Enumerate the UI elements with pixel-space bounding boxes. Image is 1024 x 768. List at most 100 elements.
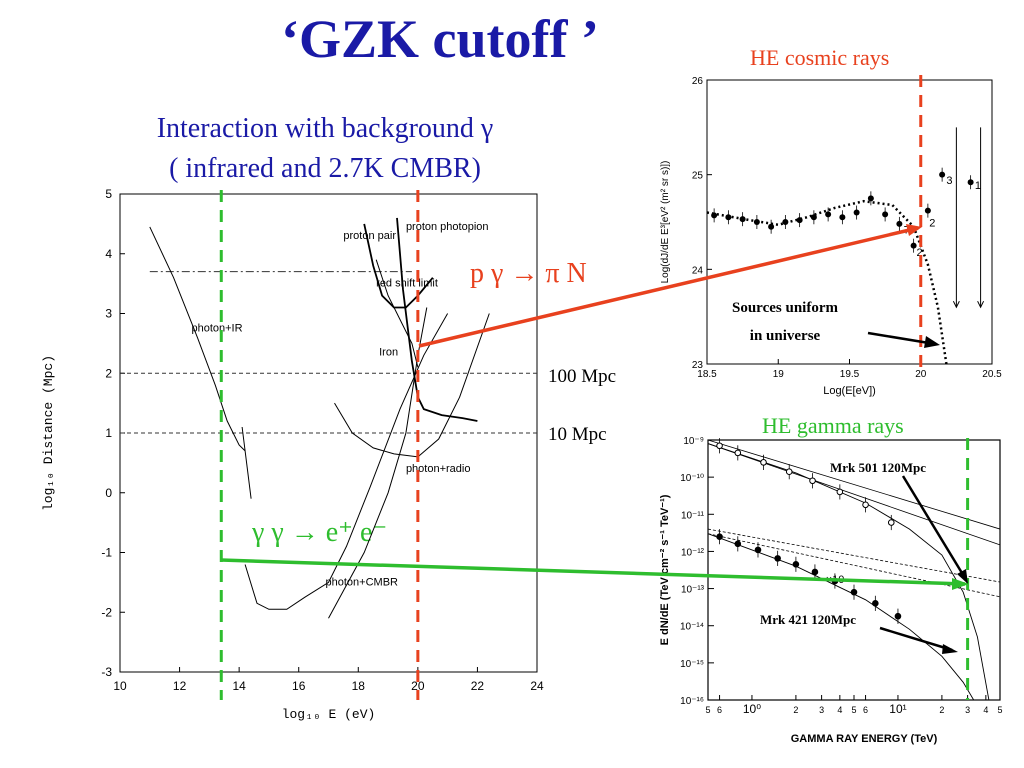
chart2-sources-arrow xyxy=(867,331,936,346)
chart2-xtick-label: 19 xyxy=(773,369,785,380)
chart1-series-line xyxy=(375,259,419,368)
reaction-gamma: γ γ → e⁺ e⁻ xyxy=(252,517,388,548)
chart3-point xyxy=(716,442,723,450)
chart3-point xyxy=(836,488,844,496)
chart3-point xyxy=(872,600,879,607)
chart3-ytick-label: 10⁻¹⁶ xyxy=(680,696,704,707)
chart1-xtick-label: 20 xyxy=(411,679,425,693)
chart3-point xyxy=(760,459,767,466)
chart3-xtick-label: 3 xyxy=(965,705,970,715)
chart3-point xyxy=(734,540,742,548)
chart1-ytick-label: 1 xyxy=(105,426,112,440)
chart2-model-curve xyxy=(706,199,948,365)
cosmic-caption: HE cosmic rays xyxy=(750,45,890,70)
connector-green-line xyxy=(220,558,966,586)
chart2-point xyxy=(768,223,775,230)
chart1-series-line xyxy=(396,217,478,422)
chart3-xtick-label: 2 xyxy=(939,705,944,715)
chart2-point xyxy=(896,220,903,227)
chart2-ytick-label: 26 xyxy=(692,76,704,87)
chart2-point-label: 3 xyxy=(946,175,952,187)
chart1-annotation: photon+radio xyxy=(406,463,471,475)
chart3-point xyxy=(734,449,742,457)
chart3-ytick-label: 10⁻¹¹ xyxy=(681,510,705,521)
chart3-xtick-label: 10¹ xyxy=(889,702,906,716)
chart2-point-label: 2 xyxy=(916,247,922,259)
chart2-point xyxy=(924,207,931,214)
chart3-point xyxy=(774,555,781,562)
chart3-point xyxy=(811,568,819,576)
chart2-point xyxy=(711,212,718,219)
chart2-xtick-label: 18.5 xyxy=(697,369,717,380)
chart3-point xyxy=(850,588,858,596)
chart1-xtick-label: 10 xyxy=(113,679,127,693)
chart2-point xyxy=(753,219,760,225)
chart1-annotation: proton photopion xyxy=(406,221,489,233)
chart3-mrk501-arrowhead xyxy=(957,569,968,584)
chart2-point xyxy=(839,214,846,221)
chart1-series-line xyxy=(149,226,246,452)
chart2-ytick-label: 23 xyxy=(692,360,704,371)
chart3-frame xyxy=(707,439,1001,701)
chart1-ytick-label: 2 xyxy=(105,366,112,380)
chart2-point xyxy=(739,216,746,223)
chart1-ylabel: log₁₀ Distance (Mpc) xyxy=(41,355,56,511)
sources-uniform-line2: in universe xyxy=(749,328,821,344)
chart3-ytick-label: 10⁻¹² xyxy=(681,547,705,558)
chart2-sources-arrowhead xyxy=(924,336,940,348)
label-10mpc: 10 Mpc xyxy=(548,424,607,445)
chart3-point xyxy=(887,519,895,526)
chart3-xtick-label: 3 xyxy=(819,705,824,715)
chart3-ytick-label: 10⁻¹³ xyxy=(681,585,705,596)
chart3-point xyxy=(894,612,902,620)
chart3-xtick-label: 6 xyxy=(863,705,868,715)
chart2-point-label: 1 xyxy=(975,180,981,192)
chart2-xtick-label: 20.5 xyxy=(982,369,1002,380)
connector-red-line xyxy=(418,226,919,348)
chart1-xtick-label: 18 xyxy=(352,679,366,693)
chart3-xtick-label: 4 xyxy=(983,705,988,715)
chart2-point xyxy=(796,217,803,224)
chart2-xtick-label: 20 xyxy=(915,369,927,380)
chart3-xtick-label: 10⁰ xyxy=(743,702,761,716)
chart1-ytick-label: 4 xyxy=(105,247,112,261)
connector-green-arrowhead xyxy=(952,578,969,590)
chart1-ytick-label: -1 xyxy=(101,546,112,560)
chart2-point xyxy=(810,214,817,221)
chart3-point xyxy=(809,477,816,485)
chart2-ylabel: Log(dJ/dE E³[eV² (m² sr s)]) xyxy=(660,161,671,284)
chart2-point-label: 2 xyxy=(929,218,935,230)
chart3-xtick-label: 4 xyxy=(837,705,842,715)
chart3-mrk421-arrowhead xyxy=(942,644,958,654)
chart1-annotation: Iron xyxy=(379,346,398,358)
chart3-model-line xyxy=(707,443,1001,546)
sources-uniform-line1: Sources uniform xyxy=(732,300,838,316)
gamma-caption: HE gamma rays xyxy=(762,413,904,438)
subtitle-line-1: Interaction with background γ xyxy=(156,113,494,144)
chart2-ytick-label: 24 xyxy=(692,265,704,276)
mrk421-label: Mrk 421 120Mpc xyxy=(760,612,857,627)
chart2-xlabel: Log(E[eV]) xyxy=(823,385,876,397)
chart3-point xyxy=(754,546,762,554)
mrk501-label: Mrk 501 120Mpc xyxy=(830,460,927,475)
chart3-ytick-label: 10⁻¹⁰ xyxy=(680,473,704,484)
chart3-mrk421-arrow xyxy=(879,626,953,652)
chart2-point xyxy=(910,242,917,249)
chart3-ylabel: E dN/dE (TeV cm⁻² s⁻¹ TeV⁻¹) xyxy=(659,494,671,645)
chart2-point xyxy=(882,211,889,218)
chart1-xtick-label: 24 xyxy=(530,679,544,693)
chart3-mrk501-arrow xyxy=(901,475,967,579)
chart3-model-line-dashed xyxy=(707,528,1001,583)
chart1-ytick-label: 5 xyxy=(105,187,112,201)
chart3-ytick-label: 10⁻⁹ xyxy=(683,436,704,447)
chart3-xlabel: GAMMA RAY ENERGY (TeV) xyxy=(791,733,938,745)
chart3-ytick-label: 10⁻¹⁴ xyxy=(680,622,704,633)
chart1-frame xyxy=(119,193,538,673)
chart1-ytick-label: -2 xyxy=(101,605,112,619)
chart2-frame xyxy=(706,79,993,365)
chart1-annotation: red shift limit xyxy=(376,278,438,290)
chart2-point xyxy=(939,171,946,178)
chart3-cutoff-curve xyxy=(707,533,975,701)
chart3-xtick-label: 5 xyxy=(997,705,1002,715)
